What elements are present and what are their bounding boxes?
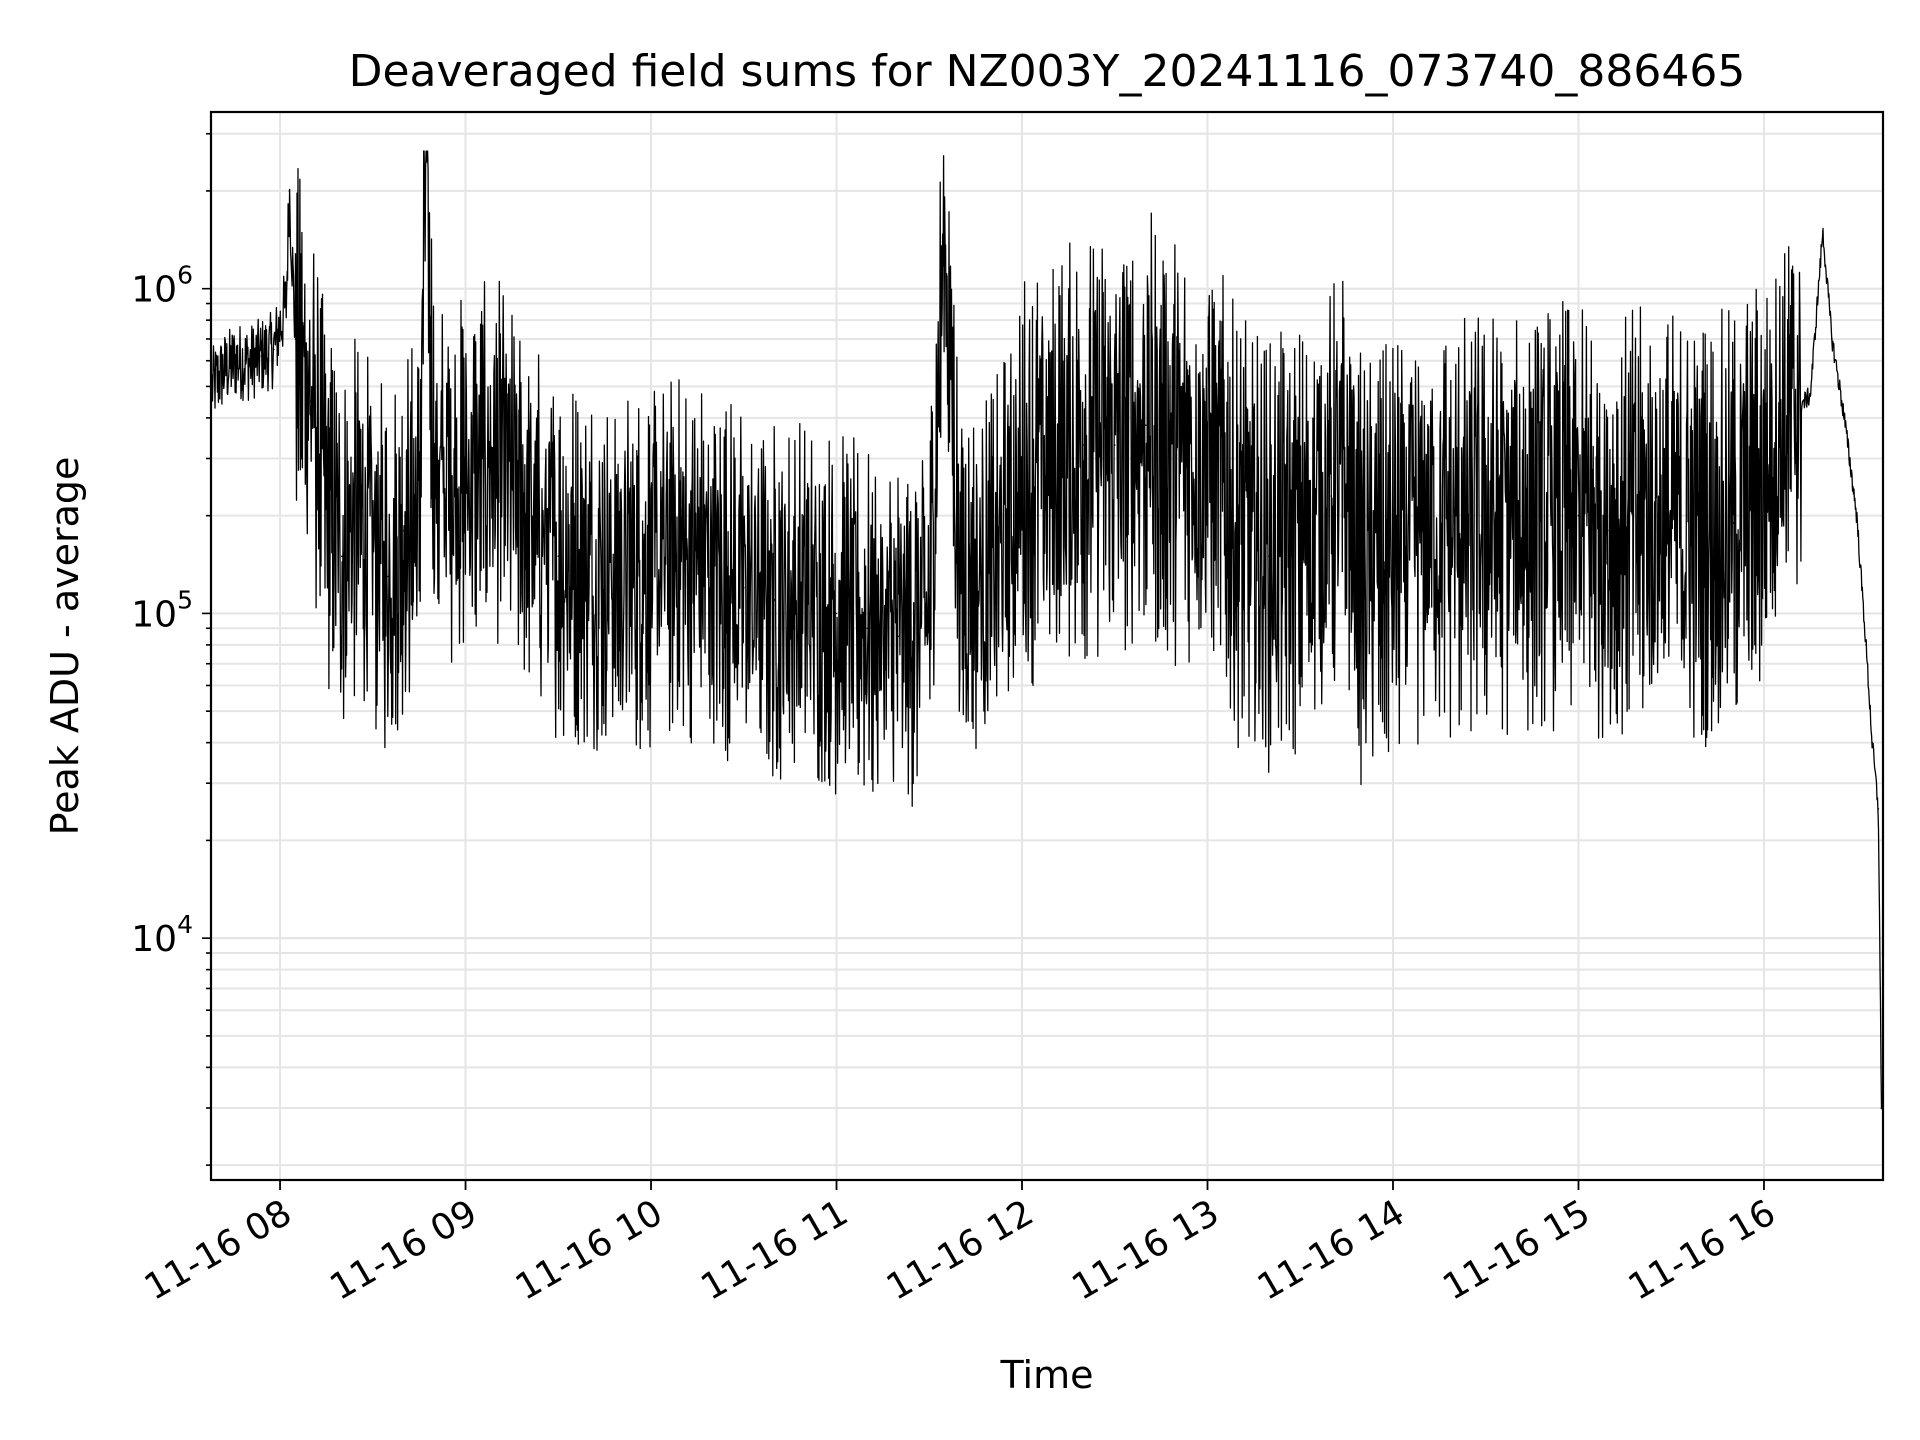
data-point	[897, 635, 900, 638]
data-point	[1732, 522, 1734, 524]
data-point	[1144, 424, 1147, 426]
data-point	[1877, 808, 1880, 810]
y-tick-base: 10	[131, 594, 177, 635]
data-point	[1206, 448, 1209, 451]
data-point	[424, 176, 427, 179]
data-point	[835, 612, 838, 615]
data-point	[1083, 444, 1085, 446]
data-point	[1330, 495, 1332, 497]
data-point	[1608, 529, 1611, 532]
series-line	[211, 150, 1883, 1110]
data-point	[1821, 230, 1824, 233]
data-point	[1454, 529, 1456, 532]
data-point	[1113, 444, 1116, 446]
data-point	[990, 575, 992, 578]
data-point	[495, 457, 498, 460]
data-point	[959, 575, 961, 578]
y-tick-base: 10	[131, 270, 177, 311]
data-point	[742, 586, 745, 589]
y-tick-label: 104	[131, 910, 193, 960]
data-point	[1345, 483, 1348, 485]
data-point	[1021, 483, 1023, 485]
data-point	[248, 362, 250, 364]
data-point	[619, 575, 621, 578]
data-point	[1237, 529, 1240, 532]
data-point	[557, 555, 560, 558]
data-point	[1871, 741, 1873, 744]
data-point	[1880, 1107, 1883, 1109]
data-point	[1855, 514, 1858, 517]
y-tick-exponent: 5	[177, 585, 193, 614]
chart-title: Deaveraged field sums for NZ003Y_2024111…	[349, 46, 1746, 97]
data-point	[325, 501, 328, 504]
data-point	[1831, 338, 1833, 340]
data-point	[1794, 410, 1796, 412]
data-point	[1809, 394, 1812, 396]
data-point	[1268, 555, 1271, 558]
data-point	[356, 514, 359, 517]
data-point	[1577, 514, 1580, 517]
y-tick-exponent: 6	[177, 261, 193, 290]
data-point	[943, 230, 946, 233]
data-point	[1670, 522, 1673, 524]
data-point	[310, 400, 312, 403]
data-point	[387, 575, 390, 578]
data-point	[1865, 644, 1867, 646]
data-point	[588, 565, 590, 567]
data-point	[650, 565, 652, 567]
data-point	[1484, 522, 1487, 524]
y-tick-label: 105	[131, 585, 193, 635]
data-point	[273, 348, 275, 351]
y-tick-base: 10	[131, 919, 177, 960]
data-point	[341, 555, 343, 558]
data-point	[1515, 522, 1518, 524]
data-point	[260, 355, 263, 357]
data-point	[773, 599, 776, 601]
data-point	[288, 190, 291, 192]
data-point	[1701, 529, 1703, 532]
data-point	[223, 369, 226, 372]
data-point	[294, 338, 297, 340]
data-point	[804, 599, 807, 601]
data-point	[285, 302, 288, 305]
data-point	[371, 546, 374, 548]
data-point	[1175, 448, 1178, 451]
data-point	[1778, 435, 1781, 438]
data-point	[1756, 489, 1759, 491]
data-point	[1052, 467, 1054, 470]
y-tick-label: 106	[131, 261, 193, 311]
data-point	[433, 477, 436, 480]
data-point	[712, 565, 714, 567]
data-point	[674, 555, 677, 558]
data-point	[1639, 522, 1642, 524]
data-point	[928, 612, 931, 615]
data-point	[1546, 514, 1549, 517]
data-point	[1299, 537, 1302, 540]
data-point	[1361, 575, 1363, 578]
x-axis-label: Time	[1000, 1353, 1094, 1397]
data-point	[526, 514, 529, 517]
plot-data	[211, 150, 1883, 1110]
data-point	[1423, 529, 1425, 532]
y-tick-exponent: 4	[177, 910, 193, 939]
data-point	[1843, 417, 1846, 419]
plot-frame	[209, 110, 1885, 1182]
data-point	[235, 359, 238, 362]
data-point	[1392, 555, 1394, 558]
data-point	[402, 529, 405, 532]
data-point	[866, 627, 869, 630]
data-point	[418, 514, 420, 517]
y-axis-label: Peak ADU - average	[43, 457, 87, 836]
data-point	[464, 477, 467, 480]
